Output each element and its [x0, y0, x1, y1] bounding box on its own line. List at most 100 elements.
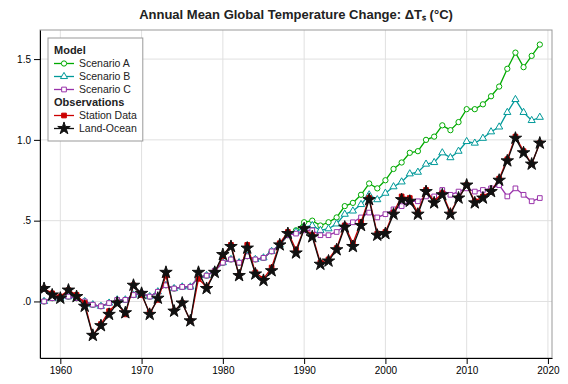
y-tick-mark [34, 221, 40, 222]
series-marker [351, 220, 356, 225]
series-marker [509, 132, 521, 144]
series-marker [180, 284, 185, 289]
legend-label: Station Data [79, 109, 137, 121]
legend-marker [61, 61, 66, 66]
series-marker [436, 188, 448, 200]
series-marker [123, 297, 128, 302]
series-marker [480, 102, 485, 107]
y-tick: 1.5 [17, 54, 40, 65]
series-marker [488, 94, 493, 99]
series-marker [439, 149, 446, 155]
series-marker [265, 264, 277, 276]
series-marker [472, 107, 477, 112]
legend: ModelScenario AScenario BScenario CObser… [48, 38, 143, 141]
legend-label: Scenario B [79, 70, 130, 82]
series-marker [204, 273, 209, 278]
series-marker [349, 207, 356, 213]
series-marker [520, 108, 527, 114]
y-tick-label: .5 [23, 215, 32, 226]
y-tick: .0 [23, 296, 40, 307]
series-marker [479, 134, 486, 140]
legend-marker [62, 87, 67, 92]
series-marker [534, 137, 546, 149]
series-marker [103, 308, 115, 320]
series-marker [168, 305, 180, 317]
series-marker [431, 158, 438, 164]
series-marker [390, 183, 397, 189]
series-marker [367, 210, 372, 215]
series-marker [529, 199, 534, 204]
series-marker [180, 285, 185, 290]
series [40, 132, 546, 341]
series-marker [399, 160, 404, 165]
series-marker [237, 260, 242, 265]
series [42, 183, 542, 309]
y-axis: .0 .5 1.0 1.5 [17, 31, 40, 359]
x-tick-mark [467, 358, 468, 364]
x-tick: 2000 [375, 358, 398, 376]
series-marker [366, 181, 371, 186]
series-marker [261, 255, 266, 260]
series-marker [135, 287, 147, 299]
series-marker [143, 308, 155, 320]
chart-title: Annual Mean Global Temperature Change: Δ… [139, 7, 453, 22]
series-marker [485, 185, 497, 197]
series-marker [391, 166, 396, 171]
series-marker [209, 266, 221, 278]
series-marker [249, 267, 261, 279]
series [41, 42, 542, 309]
series-marker [406, 170, 413, 176]
series-marker [493, 174, 505, 186]
x-tick-mark [304, 358, 305, 364]
series-marker [204, 273, 209, 278]
series-marker [261, 255, 266, 260]
series-marker [537, 42, 542, 47]
x-tick-label: 1990 [294, 365, 317, 376]
legend-marker [62, 113, 67, 118]
y-axis-line [40, 31, 41, 359]
chart: 1960197019801990200020102020.0.51.01.5An… [0, 0, 568, 384]
series-marker [268, 247, 275, 253]
series-marker [444, 208, 456, 220]
series-marker [70, 290, 82, 302]
series-marker [78, 300, 90, 312]
x-tick-label: 2020 [537, 365, 560, 376]
series-marker [404, 195, 416, 207]
series-marker [176, 297, 188, 309]
series-marker [412, 208, 424, 220]
x-tick: 1980 [212, 358, 235, 376]
series-marker [89, 301, 96, 307]
y-tick-label: .0 [23, 296, 32, 307]
y-tick-mark [34, 140, 40, 141]
y-tick-label: 1.0 [17, 135, 31, 146]
x-grid-line [304, 30, 305, 358]
series-marker [521, 65, 526, 70]
series-marker [330, 243, 342, 255]
series-marker [472, 189, 477, 194]
series-marker [241, 242, 253, 254]
y-tick-mark [34, 301, 40, 302]
series-marker [221, 260, 226, 265]
series-marker [282, 227, 294, 239]
series-marker [471, 139, 478, 145]
series-line [44, 99, 540, 306]
series-marker [228, 257, 233, 262]
series-marker [525, 158, 537, 170]
series-marker [428, 196, 440, 208]
series-marker [99, 304, 104, 309]
series-marker [379, 227, 391, 239]
series-marker [184, 314, 196, 326]
y-tick-label: 1.5 [17, 54, 31, 65]
series-marker [496, 123, 503, 129]
series-marker [203, 271, 210, 277]
plot-area [40, 42, 546, 341]
series-marker [455, 147, 462, 153]
series-marker [452, 192, 464, 204]
x-tick-label: 2010 [456, 365, 479, 376]
series-marker [179, 283, 186, 289]
series-marker [41, 299, 46, 304]
series-marker [298, 222, 310, 234]
series-marker [448, 128, 453, 133]
x-grid-line [466, 30, 467, 358]
series-marker [536, 113, 543, 119]
